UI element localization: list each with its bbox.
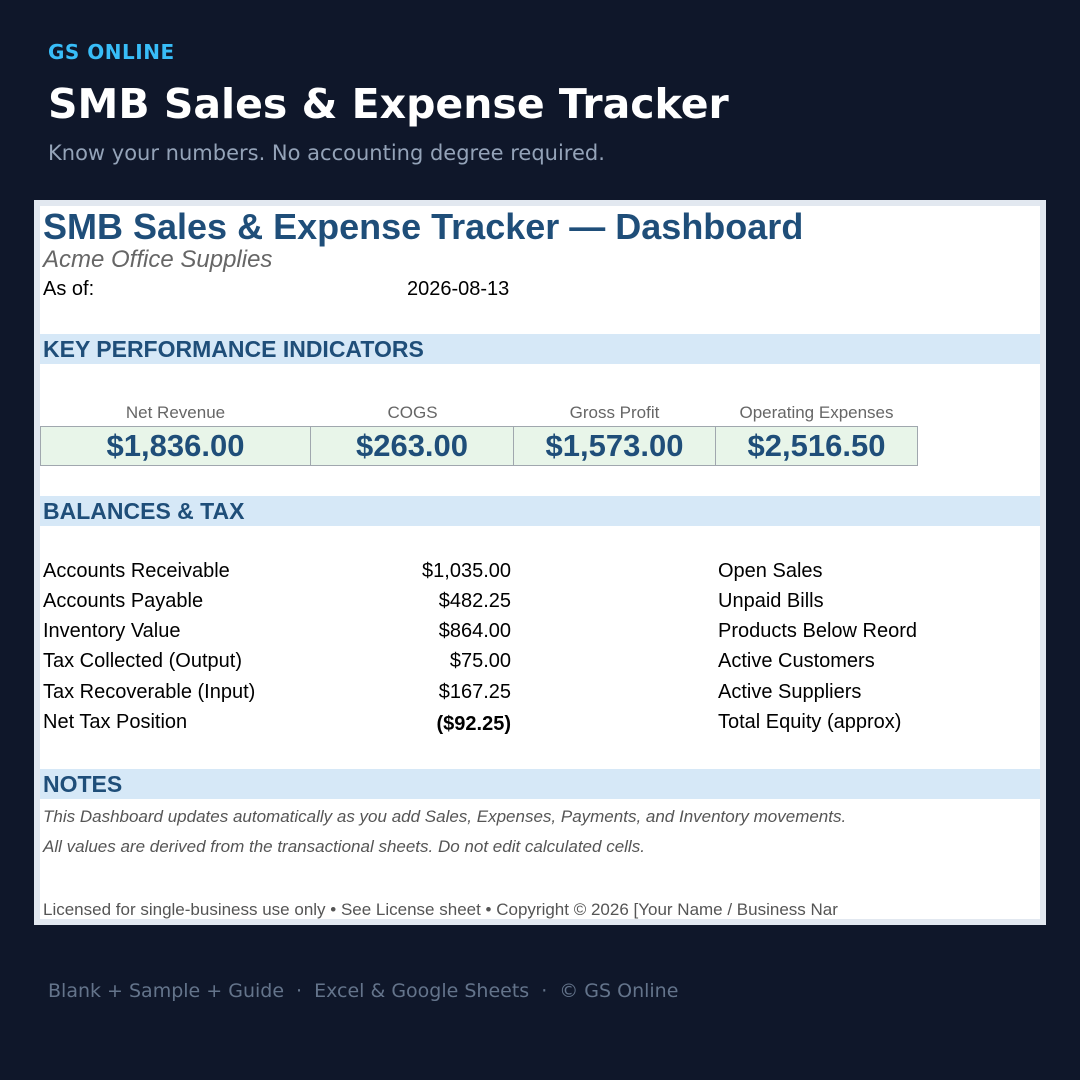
kpi-label-operating-expenses: Operating Expenses — [739, 403, 894, 422]
company-name: Acme Office Supplies — [43, 246, 273, 273]
sheet-title: SMB Sales & Expense Tracker — Dashboard — [43, 206, 804, 247]
as-of-date-cell[interactable]: 2026-08-13 — [407, 278, 510, 300]
page-title: SMB Sales & Expense Tracker — [48, 80, 729, 128]
kpi-label-net-revenue: Net Revenue — [125, 403, 226, 422]
metric-label: Active Customers — [718, 650, 875, 672]
kpi-value-net-revenue[interactable]: $1,836.00 — [40, 426, 311, 466]
balance-label: Net Tax Position — [43, 711, 188, 733]
kpi-value-gross-profit[interactable]: $1,573.00 — [513, 426, 716, 466]
footer-item: Blank + Sample + Guide — [48, 980, 285, 1002]
net-tax-position-cell[interactable]: ($92.25) — [436, 713, 512, 735]
footer: Blank + Sample + Guide · Excel & Google Sh… — [48, 980, 678, 1002]
metric-label: Total Equity (approx) — [718, 711, 902, 733]
metric-label: Active Suppliers — [718, 681, 862, 703]
brand-label: GS ONLINE — [48, 40, 175, 64]
note-line: All values are derived from the transact… — [43, 837, 645, 856]
balance-value-cell[interactable]: $864.00 — [438, 620, 511, 642]
as-of-label: As of: — [43, 278, 95, 300]
footer-separator: · — [541, 980, 548, 1002]
spreadsheet-frame: SMB Sales & Expense Tracker — Dashboard … — [34, 200, 1046, 925]
footer-item: © GS Online — [559, 980, 679, 1002]
balance-value-cell[interactable]: $482.25 — [438, 590, 511, 612]
balance-label: Tax Recoverable (Input) — [43, 681, 256, 703]
balance-label: Tax Collected (Output) — [43, 650, 242, 672]
balance-label: Accounts Payable — [43, 590, 204, 612]
section-header-kpi: KEY PERFORMANCE INDICATORS — [40, 334, 1040, 364]
spreadsheet-dashboard[interactable]: SMB Sales & Expense Tracker — Dashboard … — [40, 206, 1040, 919]
section-header-notes: NOTES — [40, 769, 1040, 799]
note-line: This Dashboard updates automatically as … — [43, 807, 847, 826]
page-tagline: Know your numbers. No accounting degree … — [48, 141, 605, 165]
footer-separator: · — [296, 980, 303, 1002]
kpi-label-cogs: COGS — [387, 403, 438, 422]
metric-label: Open Sales — [718, 560, 823, 582]
section-header-balances: BALANCES & TAX — [40, 496, 1040, 526]
balance-value-cell[interactable]: $167.25 — [438, 681, 511, 703]
footer-item: Excel & Google Sheets — [314, 980, 530, 1002]
metric-label: Products Below Reord — [718, 620, 917, 642]
section-title: NOTES — [43, 771, 123, 797]
balance-label: Inventory Value — [43, 620, 181, 642]
section-title: BALANCES & TAX — [43, 498, 245, 524]
balance-value-cell[interactable]: $75.00 — [449, 650, 511, 672]
kpi-value-operating-expenses[interactable]: $2,516.50 — [715, 426, 918, 466]
metric-label: Unpaid Bills — [718, 590, 824, 612]
balance-label: Accounts Receivable — [43, 560, 230, 582]
license-line: Licensed for single-business use only • … — [43, 900, 838, 919]
kpi-value-cogs[interactable]: $263.00 — [310, 426, 514, 466]
section-title: KEY PERFORMANCE INDICATORS — [43, 336, 424, 362]
balance-value-cell[interactable]: $1,035.00 — [422, 560, 511, 582]
kpi-label-gross-profit: Gross Profit — [569, 403, 660, 422]
